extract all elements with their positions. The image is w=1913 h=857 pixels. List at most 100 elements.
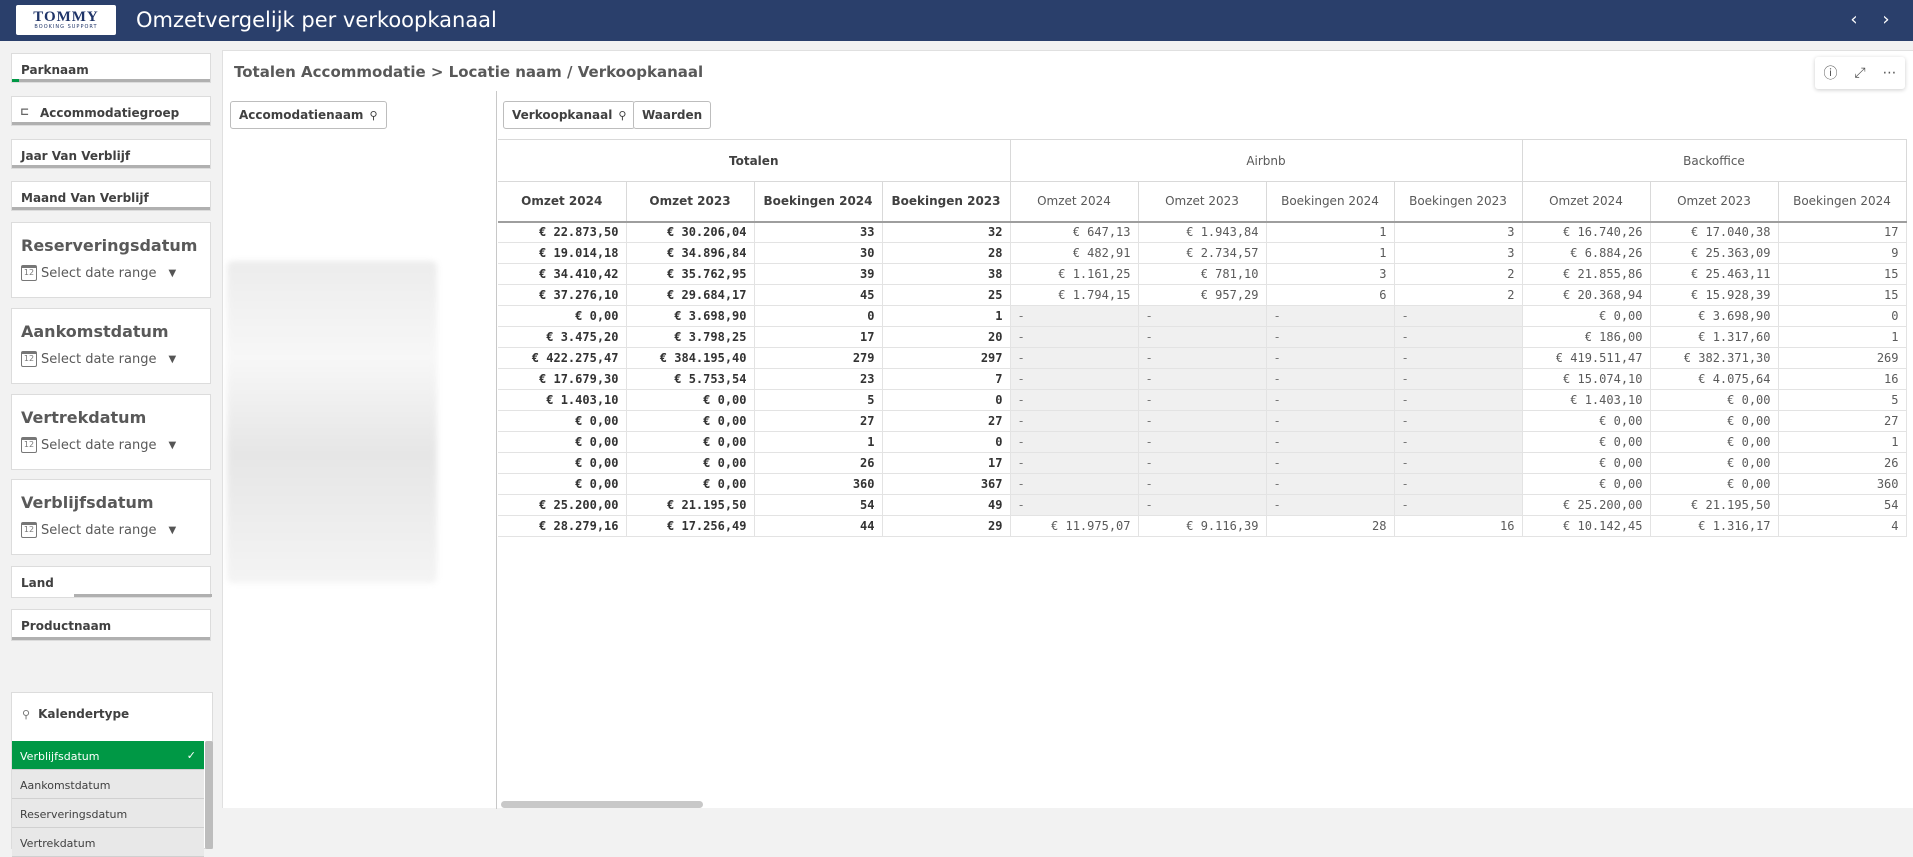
list-item-reserveringsdatum[interactable]: Reserveringsdatum bbox=[12, 799, 204, 828]
table-cell[interactable]: € 0,00 bbox=[498, 431, 627, 453]
list-item-vertrekdatum[interactable]: Vertrekdatum bbox=[12, 828, 204, 857]
column-header[interactable]: Boekingen 2024 bbox=[754, 181, 883, 223]
listbox-scrollbar[interactable] bbox=[205, 741, 213, 849]
table-cell[interactable]: € 0,00 bbox=[1522, 305, 1651, 327]
table-cell[interactable]: € 957,29 bbox=[1138, 284, 1267, 306]
table-cell[interactable]: € 0,00 bbox=[1522, 431, 1651, 453]
table-cell[interactable]: 23 bbox=[754, 368, 883, 390]
table-cell[interactable]: - bbox=[1138, 347, 1267, 369]
table-cell[interactable]: - bbox=[1138, 473, 1267, 495]
table-cell[interactable]: € 0,00 bbox=[626, 410, 755, 432]
filter-jaar-van-verblijf[interactable]: Jaar Van Verblijf bbox=[11, 139, 211, 169]
table-cell[interactable]: € 21.195,50 bbox=[626, 494, 755, 516]
table-cell[interactable]: 17 bbox=[882, 452, 1011, 474]
table-cell[interactable]: € 25.463,11 bbox=[1650, 263, 1779, 285]
table-cell[interactable]: € 15.074,10 bbox=[1522, 368, 1651, 390]
filter-parknaam[interactable]: Parknaam bbox=[11, 53, 211, 83]
table-cell[interactable]: 20 bbox=[882, 326, 1011, 348]
table-cell[interactable]: - bbox=[1394, 431, 1523, 453]
table-cell[interactable]: 54 bbox=[754, 494, 883, 516]
previous-sheet-icon[interactable]: ‹ bbox=[1850, 9, 1858, 30]
table-cell[interactable]: € 384.195,40 bbox=[626, 347, 755, 369]
column-header[interactable]: Boekingen 2023 bbox=[1394, 181, 1523, 223]
date-range-picker[interactable]: 12 Select date range ▼ bbox=[21, 351, 176, 367]
table-cell[interactable]: 44 bbox=[754, 515, 883, 537]
table-cell[interactable]: € 0,00 bbox=[498, 305, 627, 327]
table-cell[interactable]: 269 bbox=[1778, 347, 1907, 369]
table-cell[interactable]: - bbox=[1010, 347, 1139, 369]
table-cell[interactable]: € 0,00 bbox=[626, 389, 755, 411]
table-cell[interactable]: 16 bbox=[1778, 368, 1907, 390]
table-cell[interactable]: € 25.200,00 bbox=[498, 494, 627, 516]
table-cell[interactable]: 1 bbox=[1778, 431, 1907, 453]
table-cell[interactable]: € 15.928,39 bbox=[1650, 284, 1779, 306]
table-cell[interactable]: 28 bbox=[1266, 515, 1395, 537]
table-cell[interactable]: € 22.873,50 bbox=[498, 221, 627, 243]
table-cell[interactable]: € 1.794,15 bbox=[1010, 284, 1139, 306]
table-cell[interactable]: 30 bbox=[754, 242, 883, 264]
table-cell[interactable]: 17 bbox=[1778, 221, 1907, 243]
table-cell[interactable]: € 0,00 bbox=[498, 410, 627, 432]
table-cell[interactable]: € 1.317,60 bbox=[1650, 326, 1779, 348]
table-cell[interactable]: - bbox=[1138, 494, 1267, 516]
table-cell[interactable]: € 419.511,47 bbox=[1522, 347, 1651, 369]
horizontal-scrollbar[interactable] bbox=[501, 801, 703, 808]
table-cell[interactable]: € 21.855,86 bbox=[1522, 263, 1651, 285]
date-filter-aankomstdatum[interactable]: Aankomstdatum 12 Select date range ▼ bbox=[11, 308, 211, 384]
date-range-picker[interactable]: 12 Select date range ▼ bbox=[21, 265, 176, 281]
table-cell[interactable]: - bbox=[1010, 410, 1139, 432]
table-cell[interactable]: 27 bbox=[754, 410, 883, 432]
table-cell[interactable]: 17 bbox=[754, 326, 883, 348]
table-cell[interactable]: € 0,00 bbox=[1650, 431, 1779, 453]
table-cell[interactable]: € 21.195,50 bbox=[1650, 494, 1779, 516]
table-cell[interactable]: 279 bbox=[754, 347, 883, 369]
table-cell[interactable]: € 0,00 bbox=[626, 452, 755, 474]
table-cell[interactable]: € 9.116,39 bbox=[1138, 515, 1267, 537]
table-cell[interactable]: 49 bbox=[882, 494, 1011, 516]
table-cell[interactable]: - bbox=[1394, 368, 1523, 390]
more-options-icon[interactable]: ⋯ bbox=[1882, 65, 1897, 81]
table-cell[interactable]: - bbox=[1266, 452, 1395, 474]
table-cell[interactable]: 1 bbox=[754, 431, 883, 453]
date-filter-reserveringsdatum[interactable]: Reserveringsdatum 12 Select date range ▼ bbox=[11, 222, 211, 298]
table-cell[interactable]: 3 bbox=[1394, 242, 1523, 264]
table-cell[interactable]: 27 bbox=[1778, 410, 1907, 432]
table-cell[interactable]: 0 bbox=[882, 389, 1011, 411]
table-cell[interactable]: 28 bbox=[882, 242, 1011, 264]
table-cell[interactable]: - bbox=[1266, 326, 1395, 348]
table-cell[interactable]: € 2.734,57 bbox=[1138, 242, 1267, 264]
table-cell[interactable]: € 0,00 bbox=[1650, 410, 1779, 432]
table-cell[interactable]: € 30.206,04 bbox=[626, 221, 755, 243]
column-header[interactable]: Omzet 2024 bbox=[1010, 181, 1139, 223]
column-header[interactable]: Boekingen 2024 bbox=[1266, 181, 1395, 223]
table-cell[interactable]: - bbox=[1266, 410, 1395, 432]
table-cell[interactable]: € 4.075,64 bbox=[1650, 368, 1779, 390]
accomodatienaam-dimension-button[interactable]: Accomodatienaam ⚲ bbox=[230, 101, 387, 129]
table-cell[interactable]: 3 bbox=[1266, 263, 1395, 285]
table-cell[interactable]: € 20.368,94 bbox=[1522, 284, 1651, 306]
expand-icon[interactable]: ⤢ bbox=[1854, 65, 1866, 81]
table-cell[interactable]: € 1.161,25 bbox=[1010, 263, 1139, 285]
table-cell[interactable]: € 37.276,10 bbox=[498, 284, 627, 306]
table-cell[interactable]: - bbox=[1394, 452, 1523, 474]
table-cell[interactable]: € 1.943,84 bbox=[1138, 221, 1267, 243]
table-cell[interactable]: 25 bbox=[882, 284, 1011, 306]
table-cell[interactable]: 26 bbox=[1778, 452, 1907, 474]
table-cell[interactable]: - bbox=[1394, 494, 1523, 516]
list-item-verblijfsdatum[interactable]: Verblijfsdatum ✓ bbox=[12, 741, 204, 770]
column-header[interactable]: Omzet 2023 bbox=[626, 181, 755, 223]
table-cell[interactable]: 29 bbox=[882, 515, 1011, 537]
table-cell[interactable]: 7 bbox=[882, 368, 1011, 390]
column-header[interactable]: Omzet 2024 bbox=[1522, 181, 1651, 223]
table-cell[interactable]: € 647,13 bbox=[1010, 221, 1139, 243]
table-cell[interactable]: 15 bbox=[1778, 263, 1907, 285]
table-cell[interactable]: - bbox=[1010, 452, 1139, 474]
table-cell[interactable]: € 16.740,26 bbox=[1522, 221, 1651, 243]
table-cell[interactable]: 0 bbox=[754, 305, 883, 327]
column-header[interactable]: Omzet 2024 bbox=[498, 181, 627, 223]
table-cell[interactable]: - bbox=[1138, 368, 1267, 390]
table-cell[interactable]: - bbox=[1010, 389, 1139, 411]
table-cell[interactable]: - bbox=[1010, 326, 1139, 348]
table-cell[interactable]: € 0,00 bbox=[498, 452, 627, 474]
table-cell[interactable]: € 0,00 bbox=[1650, 473, 1779, 495]
